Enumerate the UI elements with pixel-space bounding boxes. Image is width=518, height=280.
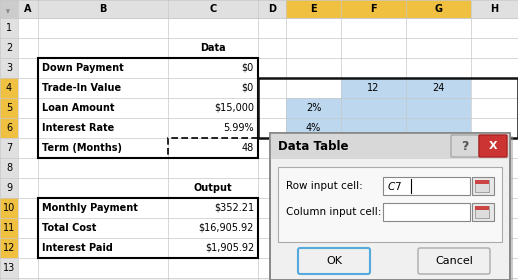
Text: $15,000: $15,000 [214,103,254,113]
Text: ?: ? [462,139,469,153]
Text: 1: 1 [6,23,12,33]
Bar [383,177,470,195]
Text: $1,905.92: $1,905.92 [205,243,254,253]
Text: 13: 13 [3,263,15,273]
Text: H: H [491,4,498,14]
Text: X: X [488,141,497,151]
Bar [270,133,510,159]
Text: $16,905.92: $16,905.92 [198,223,254,233]
Bar [472,203,494,221]
Bar [0,118,18,138]
Text: 8: 8 [6,163,12,173]
Bar [0,218,18,238]
Text: Cancel: Cancel [435,256,473,266]
Bar [0,238,18,258]
Bar [270,133,510,280]
Bar [278,167,502,242]
Bar [270,133,510,280]
Text: 4%: 4% [306,123,321,133]
Bar [475,180,489,192]
Text: 12: 12 [367,83,380,93]
Text: 9: 9 [6,183,12,193]
Text: $0: $0 [242,63,254,73]
Text: 24: 24 [433,83,444,93]
Text: A: A [24,4,32,14]
Bar [406,98,471,118]
Text: ▲: ▲ [6,6,10,11]
Text: $352.21: $352.21 [214,203,254,213]
Text: Output: Output [194,183,232,193]
Text: F: F [370,4,377,14]
Bar [286,118,341,138]
Bar [475,180,489,184]
Bar [472,177,494,195]
Bar [406,78,471,98]
Text: 3: 3 [6,63,12,73]
Bar [0,98,18,118]
Bar [406,118,471,138]
FancyBboxPatch shape [479,135,507,157]
Bar [475,206,489,210]
Text: G: G [435,4,442,14]
FancyBboxPatch shape [451,135,479,157]
Text: OK: OK [326,256,342,266]
Bar [286,98,341,118]
Text: Total Cost: Total Cost [42,223,96,233]
Text: 2: 2 [6,43,12,53]
Text: E: E [310,4,317,14]
Text: Interest Paid: Interest Paid [42,243,113,253]
Bar [475,206,489,218]
Text: 48: 48 [242,143,254,153]
Text: Trade-In Value: Trade-In Value [42,83,121,93]
Bar [0,78,18,98]
Bar [341,0,406,18]
Bar [286,78,341,98]
Bar [0,198,18,218]
Bar [38,58,258,158]
Text: Column input cell:: Column input cell: [286,207,381,217]
Bar [383,203,470,221]
Text: Monthly Payment: Monthly Payment [42,203,138,213]
Text: Data Table: Data Table [278,139,349,153]
Text: 2%: 2% [306,103,321,113]
Text: $C$7: $C$7 [387,180,402,192]
Text: 10: 10 [3,203,15,213]
Bar [38,198,258,258]
Text: Row input cell:: Row input cell: [286,181,363,191]
Bar [341,98,406,118]
Bar [168,138,258,158]
Bar [0,0,18,18]
Bar [0,0,518,18]
Bar [0,0,18,280]
Text: 7: 7 [6,143,12,153]
Bar [258,78,518,138]
Text: 4: 4 [6,83,12,93]
Text: Data: Data [200,43,226,53]
Text: Loan Amount: Loan Amount [42,103,114,113]
Text: D: D [268,4,276,14]
Text: 5: 5 [6,103,12,113]
Text: 12: 12 [3,243,15,253]
Text: Interest Rate: Interest Rate [42,123,114,133]
Bar [273,136,513,280]
FancyBboxPatch shape [298,248,370,274]
Text: B: B [99,4,107,14]
Text: 6: 6 [6,123,12,133]
Bar [286,0,341,18]
Text: Term (Months): Term (Months) [42,143,122,153]
Text: 5.99%: 5.99% [223,123,254,133]
FancyBboxPatch shape [418,248,490,274]
Text: 11: 11 [3,223,15,233]
Bar [341,118,406,138]
Text: $0: $0 [242,83,254,93]
Text: C: C [209,4,217,14]
Text: Down Payment: Down Payment [42,63,124,73]
Bar [406,0,471,18]
Bar [341,78,406,98]
